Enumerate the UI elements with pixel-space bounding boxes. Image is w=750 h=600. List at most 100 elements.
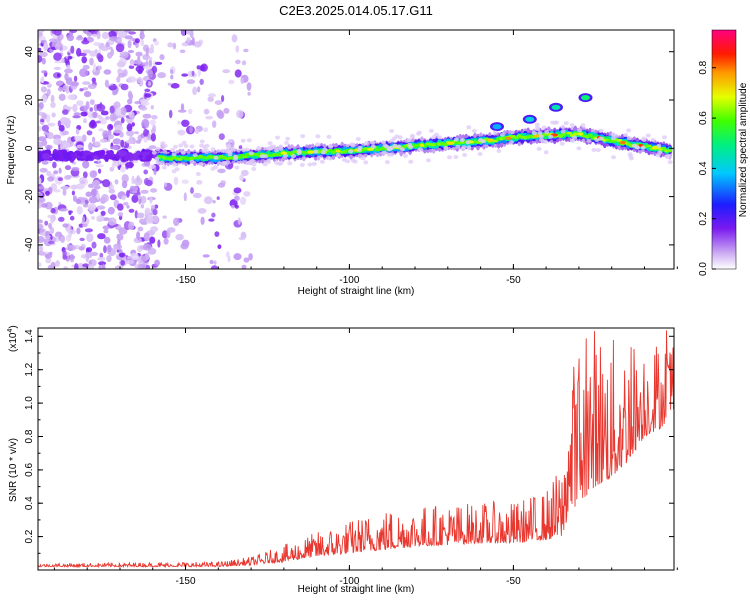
noise-blob bbox=[202, 254, 210, 258]
halo-blob bbox=[251, 162, 257, 167]
noise-blob bbox=[41, 203, 48, 208]
halo-blob bbox=[536, 146, 542, 151]
noise-blob bbox=[89, 99, 95, 105]
noise-blob bbox=[150, 43, 155, 52]
noise-blob bbox=[167, 82, 172, 86]
noise-blob bbox=[48, 251, 53, 256]
halo-blob bbox=[388, 152, 394, 157]
noise-blob bbox=[89, 50, 97, 57]
ridge-hotspot bbox=[487, 138, 495, 142]
noise-blob bbox=[88, 142, 93, 151]
halo-blob bbox=[319, 159, 325, 164]
noise-blob bbox=[48, 222, 52, 229]
y-tick-label: -40 bbox=[24, 237, 35, 252]
noise-blob bbox=[150, 133, 156, 142]
noise-blob bbox=[106, 255, 112, 263]
noise-blob bbox=[38, 223, 44, 230]
noise-blob bbox=[199, 78, 204, 85]
branch-blob-inner bbox=[551, 104, 561, 110]
noise-blob bbox=[179, 49, 186, 54]
noise-blob bbox=[77, 35, 83, 39]
noise-blob bbox=[137, 226, 144, 232]
noise-blob bbox=[92, 33, 98, 38]
halo-blob bbox=[560, 124, 566, 129]
halo-blob bbox=[171, 152, 177, 157]
noise-blob bbox=[237, 217, 241, 225]
snr-ticks: -150 -100 -50 0.2 0.4 0.6 0.8 1.0 1.2 1.4 bbox=[24, 328, 678, 587]
noise-blob bbox=[186, 79, 196, 85]
noise-blob bbox=[101, 194, 109, 203]
noise-blob bbox=[76, 100, 84, 106]
halo-blob bbox=[181, 140, 187, 145]
noise-blob bbox=[47, 83, 52, 88]
noise-blob bbox=[136, 231, 141, 240]
halo-blob bbox=[230, 147, 236, 151]
noise-blob bbox=[81, 134, 87, 142]
noise-blob bbox=[191, 36, 195, 46]
noise-blob bbox=[63, 266, 68, 269]
halo-blob bbox=[313, 149, 319, 154]
noise-blob bbox=[65, 77, 73, 86]
halo-blob bbox=[180, 150, 186, 155]
noise-blob bbox=[76, 205, 83, 215]
noise-blob bbox=[131, 122, 135, 127]
noise-blob bbox=[148, 56, 153, 61]
noise-blob bbox=[217, 244, 222, 249]
noise-blob bbox=[91, 77, 97, 83]
noise-blob bbox=[108, 217, 117, 226]
halo-blob bbox=[591, 147, 597, 152]
noise-blob bbox=[62, 249, 67, 259]
halo-blob bbox=[328, 144, 334, 149]
noise-blob bbox=[180, 242, 189, 250]
ridge-hotspot bbox=[280, 151, 288, 155]
halo-blob bbox=[471, 129, 477, 133]
spectrogram-y-axis-label: Frequency (Hz) bbox=[6, 116, 17, 185]
noise-blob bbox=[144, 207, 151, 215]
snr-frame bbox=[37, 327, 675, 571]
halo-blob bbox=[623, 132, 629, 137]
ridge-hotspot bbox=[619, 140, 627, 145]
noise-blob bbox=[74, 135, 83, 141]
noise-blob bbox=[98, 265, 102, 269]
snr-series-line bbox=[38, 330, 674, 569]
halo-blob bbox=[315, 142, 321, 147]
noise-blob bbox=[150, 226, 159, 233]
halo-blob bbox=[335, 152, 341, 157]
noise-blob bbox=[55, 80, 65, 87]
noise-blob bbox=[38, 236, 45, 243]
halo-blob bbox=[275, 135, 280, 140]
noise-blob bbox=[38, 185, 45, 190]
noise-blob bbox=[81, 56, 87, 64]
noise-blob bbox=[157, 72, 167, 79]
noise-blob bbox=[141, 33, 145, 39]
noise-blob bbox=[53, 189, 61, 193]
noise-blob bbox=[173, 217, 180, 227]
halo-blob bbox=[499, 132, 505, 137]
halo-blob bbox=[406, 138, 412, 143]
noise-blob bbox=[116, 76, 121, 83]
noise-blob bbox=[128, 208, 135, 213]
noise-blob bbox=[100, 210, 106, 216]
halo-blob bbox=[300, 134, 306, 139]
halo-blob bbox=[284, 140, 289, 145]
noise-blob bbox=[82, 64, 90, 70]
halo-blob bbox=[559, 141, 565, 146]
noise-band-blob bbox=[145, 154, 152, 162]
noise-blob bbox=[63, 118, 71, 126]
noise-blob bbox=[144, 93, 152, 98]
noise-blob bbox=[234, 204, 239, 209]
noise-blob bbox=[138, 264, 143, 269]
halo-blob bbox=[227, 138, 233, 143]
noise-blob bbox=[83, 203, 89, 208]
noise-blob bbox=[50, 207, 56, 214]
noise-blob bbox=[151, 115, 158, 120]
noise-blob bbox=[99, 252, 104, 259]
halo-blob bbox=[594, 138, 600, 143]
noise-blob bbox=[128, 221, 135, 230]
x-tick-label: -150 bbox=[175, 275, 195, 286]
noise-blob bbox=[47, 240, 55, 245]
halo-blob bbox=[611, 155, 616, 160]
halo-blob bbox=[363, 141, 369, 146]
noise-blob bbox=[131, 175, 135, 185]
halo-blob bbox=[384, 144, 389, 149]
